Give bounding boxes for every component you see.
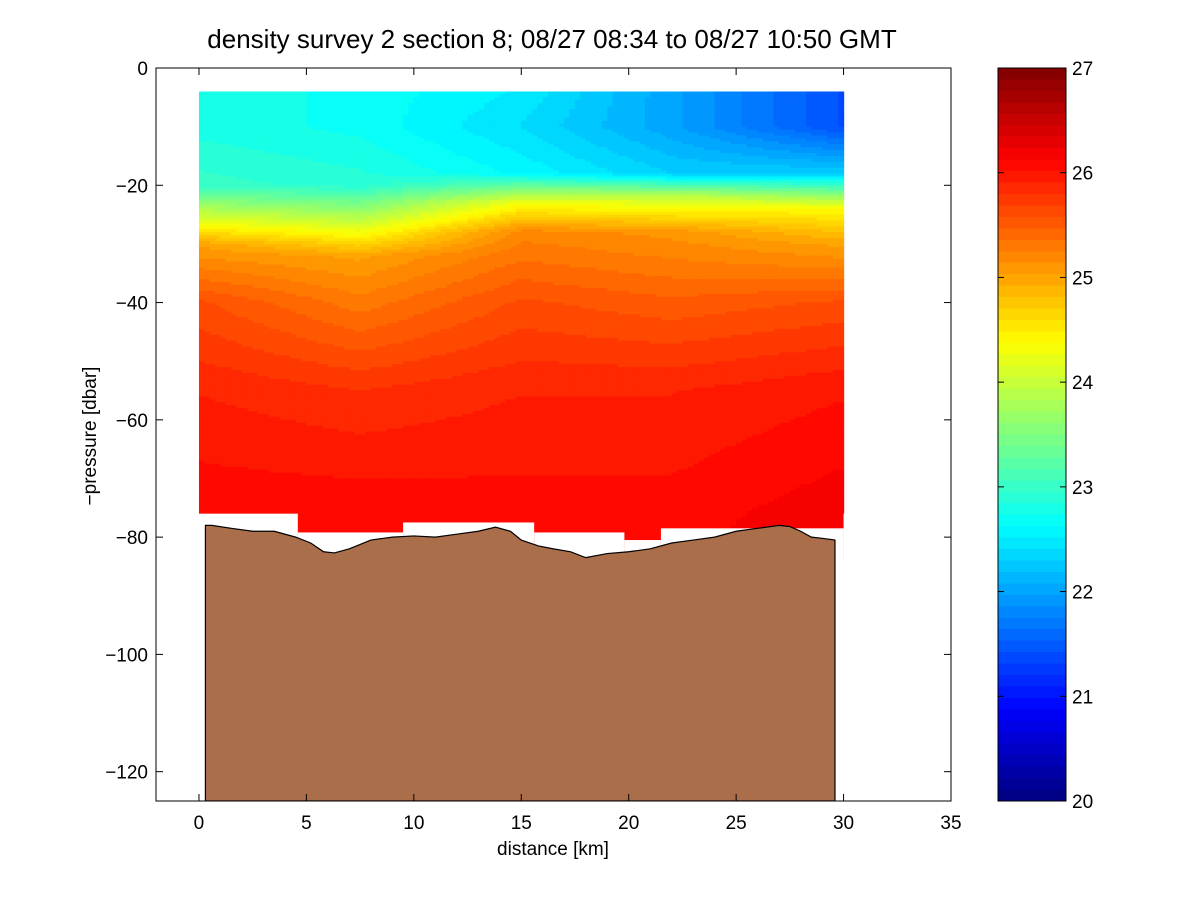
y-tick-label: −20: [116, 176, 148, 197]
colorbar-scale: [997, 67, 1067, 802]
colorbar-tick-label: 26: [1072, 164, 1093, 185]
plot-area: [156, 68, 951, 801]
plot-frame: [155, 67, 952, 802]
colorbar-tick-label: 20: [1072, 792, 1093, 813]
colorbar-tick-label: 21: [1072, 687, 1093, 708]
x-tick-label: 25: [726, 813, 747, 834]
x-tick-label: 20: [618, 813, 639, 834]
colorbar: 20 21 22 23 24 25 26 27: [997, 59, 1094, 813]
colorbar-tick-label: 25: [1072, 268, 1093, 289]
x-tick-label: 15: [511, 813, 532, 834]
x-axis-label: distance [km]: [497, 839, 609, 860]
y-tick-label: −80: [116, 528, 148, 549]
x-tick-label: 30: [833, 813, 854, 834]
seafloor-bathymetry: [204, 524, 836, 801]
y-tick-label: −120: [105, 763, 148, 784]
y-axis-ticks: 0 −20 −40 −60 −80 −100 −120: [105, 59, 951, 784]
colorbar-tick-label: 24: [1072, 373, 1094, 394]
x-tick-label: 0: [194, 813, 205, 834]
x-axis-ticks: 0 5 10 15 20 25 30 35: [194, 68, 962, 834]
colorbar-tick-label: 22: [1072, 583, 1093, 604]
colorbar-tick-label: 27: [1072, 59, 1093, 80]
density-heatmap: [198, 91, 845, 562]
x-tick-label: 5: [301, 813, 312, 834]
y-tick-label: −100: [105, 645, 148, 666]
x-tick-label: 35: [940, 813, 961, 834]
y-axis-label: −pressure [dbar]: [80, 367, 101, 506]
colorbar-tick-label: 23: [1072, 478, 1093, 499]
y-tick-label: −40: [116, 294, 148, 315]
y-tick-label: −60: [116, 411, 148, 432]
chart-title: density survey 2 section 8; 08/27 08:34 …: [207, 24, 897, 54]
y-tick-label: 0: [137, 59, 148, 80]
colorbar-ticks: 20 21 22 23 24 25 26 27: [998, 59, 1094, 813]
x-tick-label: 10: [403, 813, 424, 834]
